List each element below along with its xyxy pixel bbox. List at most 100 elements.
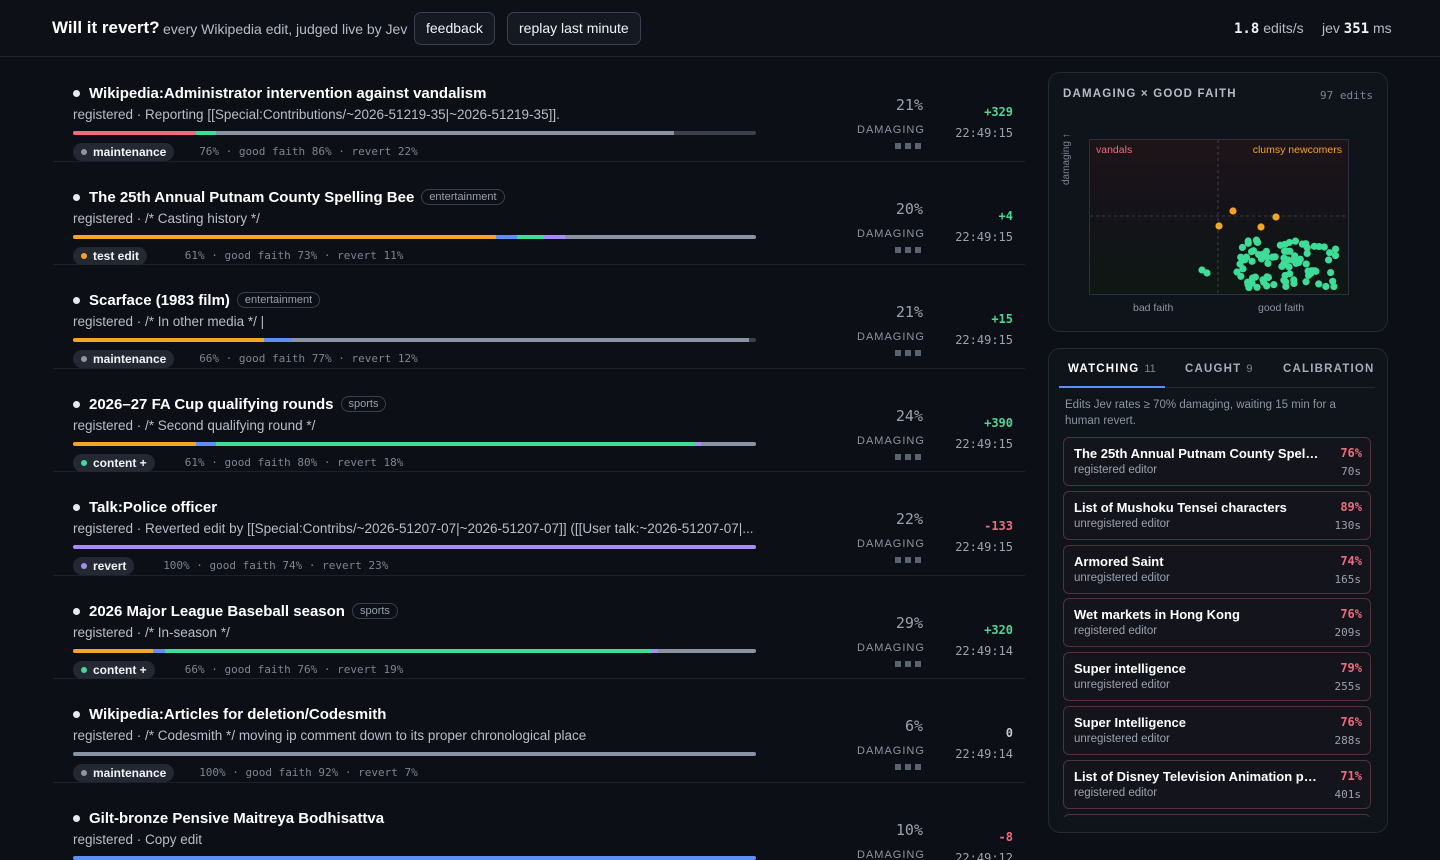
tab-calibration[interactable]: CALIBRATION — [1283, 363, 1375, 375]
watch-item[interactable]: List of Disney Television Animation prod… — [1063, 759, 1371, 809]
scatter-point — [1286, 270, 1294, 278]
edit-row[interactable]: 2026 Major League Baseball season sports … — [53, 576, 1025, 679]
watch-item[interactable]: The 25th Annual Putnam County Spellin...… — [1063, 437, 1371, 486]
x-label-good-faith: good faith — [1258, 302, 1305, 314]
score-bar — [73, 441, 756, 446]
bar-segment — [73, 234, 497, 239]
byte-delta: -133 — [984, 519, 1013, 533]
score-meta: 66% · good faith 76% · revert 19% — [184, 662, 404, 676]
edit-title[interactable]: Talk:Police officer — [89, 499, 217, 516]
watch-item-title: The 25th Annual Putnam County Spellin... — [1074, 446, 1319, 461]
edit-title[interactable]: 2026–27 FA Cup qualifying rounds sports — [89, 395, 387, 413]
scatter-point — [1268, 253, 1276, 261]
scatter-point — [1308, 267, 1316, 275]
scatter-count: 97 edits — [1320, 89, 1373, 102]
score-bar — [73, 752, 756, 756]
category-chip: maintenance — [73, 143, 175, 161]
latency-value: 351 — [1343, 21, 1370, 37]
scatter-point — [1236, 260, 1244, 268]
y-axis-label: damaging ↑ — [1061, 133, 1072, 185]
scatter-point — [1252, 236, 1261, 244]
edit-row[interactable]: The 25th Annual Putnam County Spelling B… — [53, 162, 1025, 265]
quadrant-clumsy-newcomers: clumsy newcomers — [1252, 144, 1342, 156]
watch-item-age: 288s — [1334, 733, 1362, 747]
edit-row[interactable]: Talk:Police officer registered · Reverte… — [53, 472, 1025, 576]
watch-panel: WATCHING 11 CAUGHT 9 CALIBRATION Edits Jev… — [1048, 348, 1388, 833]
watch-item-editor: unregistered editor — [1074, 679, 1170, 692]
bar-segment — [701, 441, 756, 446]
watch-item[interactable]: Wet markets in Hong Kong registered edit… — [1063, 598, 1371, 648]
watch-item-editor: registered editor — [1074, 625, 1158, 638]
edit-row[interactable]: Scarface (1983 film) entertainment regist… — [53, 265, 1025, 369]
tab-calibration-label: CALIBRATION — [1283, 363, 1375, 375]
bar-segment — [564, 234, 756, 239]
watch-item-title: Super intelligence — [1074, 661, 1186, 677]
edit-summary: registered · /* Second qualifying round … — [73, 417, 316, 433]
watch-item[interactable] — [1063, 813, 1371, 817]
category-chip: content + — [73, 660, 155, 679]
edit-row[interactable]: 2026–27 FA Cup qualifying rounds sports r… — [53, 369, 1025, 472]
edit-title[interactable]: Wikipedia:Articles for deletion/Codesmit… — [89, 706, 386, 723]
edit-title[interactable]: Scarface (1983 film) entertainment — [89, 292, 321, 309]
replay-button[interactable]: replay last minute — [507, 12, 641, 45]
status-dot — [73, 400, 80, 408]
bar-segment — [216, 441, 695, 446]
edit-title[interactable]: Gilt-bronze Pensive Maitreya Bodhisattva — [89, 810, 384, 827]
scatter-point — [1289, 256, 1297, 264]
category-chip: revert — [73, 557, 135, 575]
edit-summary: registered · /* In other media */ | — [73, 314, 265, 329]
scatter-title: DAMAGING × GOOD FAITH — [1063, 88, 1237, 100]
scatter-point — [1215, 222, 1223, 230]
scatter-point — [1331, 251, 1340, 260]
scatter-point — [1250, 247, 1258, 255]
edit-time: 22:49:14 — [955, 747, 1013, 761]
watch-item-percent: 71% — [1340, 768, 1362, 783]
bar-segment — [694, 441, 702, 446]
vote-squares — [895, 246, 921, 253]
score-bar — [73, 648, 756, 653]
bar-segment — [216, 131, 675, 135]
watch-item[interactable]: List of Mushoku Tensei characters unregi… — [1063, 490, 1371, 540]
edit-row[interactable]: Wikipedia:Articles for deletion/Codesmit… — [53, 679, 1025, 783]
tab-watching[interactable]: WATCHING 11 — [1068, 363, 1156, 375]
status-dot — [73, 193, 80, 201]
damaging-label: DAMAGING — [857, 848, 925, 860]
feedback-button[interactable]: feedback — [414, 12, 495, 45]
bar-segment — [657, 648, 756, 653]
watch-item[interactable]: Armored Saint unregistered editor 74% 16… — [1063, 544, 1371, 594]
byte-delta: +390 — [984, 415, 1013, 430]
edit-title[interactable]: The 25th Annual Putnam County Spelling B… — [89, 188, 505, 206]
tab-caught[interactable]: CAUGHT 9 — [1185, 363, 1253, 375]
latency-unit: ms — [1372, 20, 1392, 36]
scatter-point — [1295, 258, 1303, 267]
edit-row[interactable]: Gilt-bronze Pensive Maitreya Bodhisattva… — [53, 783, 1025, 860]
bar-segment — [73, 648, 153, 653]
scatter-point — [1270, 281, 1278, 289]
watch-item-age: 130s — [1334, 518, 1362, 532]
edit-title[interactable]: 2026 Major League Baseball season sports — [89, 602, 398, 620]
watch-item[interactable]: Super intelligence unregistered editor 7… — [1063, 652, 1371, 702]
watch-item-title: Wet markets in Hong Kong — [1074, 607, 1240, 623]
scatter-point — [1248, 279, 1256, 287]
scatter-plot[interactable]: vandals clumsy newcomers — [1089, 139, 1349, 295]
vote-squares — [895, 557, 921, 563]
vote-squares — [895, 764, 921, 770]
bar-segment — [73, 752, 756, 756]
edit-title[interactable]: Wikipedia:Administrator intervention aga… — [89, 85, 486, 102]
watch-item[interactable]: Super Intelligence unregistered editor 7… — [1063, 705, 1371, 755]
bar-segment — [73, 545, 756, 549]
byte-delta: +15 — [991, 312, 1013, 326]
edit-title-text: 2026–27 FA Cup qualifying rounds — [89, 395, 334, 413]
damaging-label: DAMAGING — [857, 124, 925, 136]
watch-item-title: Armored Saint — [1074, 553, 1164, 569]
scatter-point — [1298, 240, 1307, 248]
score-bar — [73, 855, 756, 860]
edit-row[interactable]: Wikipedia:Administrator intervention aga… — [53, 58, 1025, 162]
status-dot — [73, 814, 80, 822]
scatter-point — [1291, 237, 1300, 245]
bar-segment — [165, 648, 652, 653]
edit-feed: Wikipedia:Administrator intervention aga… — [53, 58, 1025, 860]
edit-time: 22:49:12 — [955, 850, 1013, 860]
status-dot — [73, 607, 80, 615]
watch-item-title: List of Disney Television Animation prod… — [1074, 768, 1319, 784]
